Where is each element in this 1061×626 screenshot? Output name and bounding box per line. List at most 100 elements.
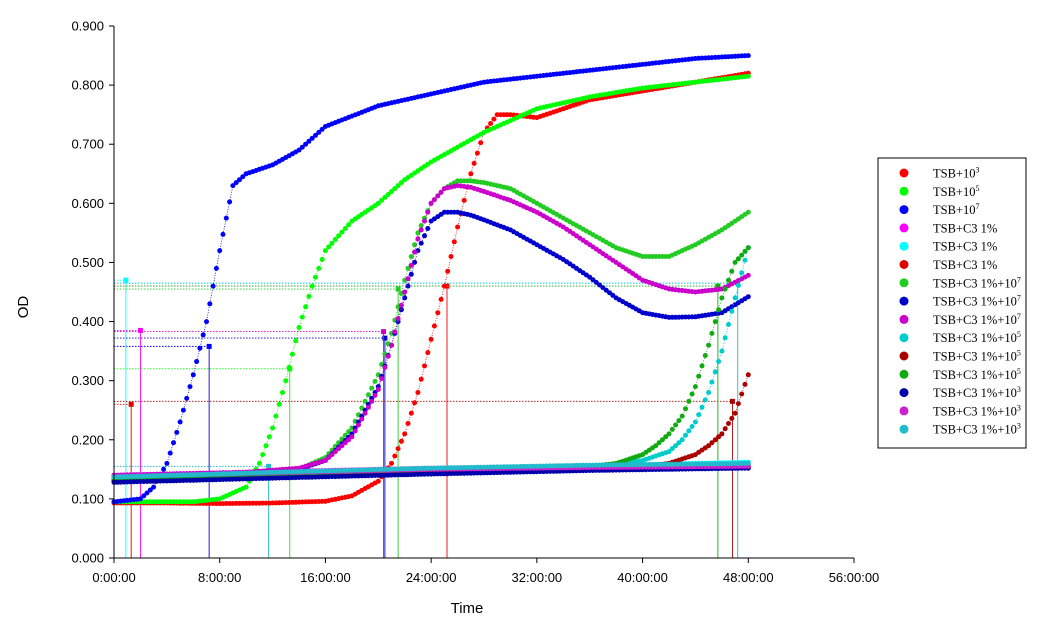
data-point (435, 310, 441, 316)
legend-label-superscript: 7 (1017, 275, 1021, 284)
data-point (719, 348, 725, 354)
data-point (451, 239, 457, 245)
x-tick-label: 40:00:00 (617, 570, 668, 585)
data-point (428, 200, 434, 206)
legend-marker (899, 406, 909, 416)
data-point (739, 391, 745, 397)
data-point (425, 226, 431, 231)
x-tick-label: 32:00:00 (512, 570, 563, 585)
data-point (187, 384, 193, 390)
data-point (745, 53, 751, 59)
data-point (739, 270, 745, 276)
y-tick-label: 0.300 (71, 373, 104, 388)
data-point (375, 200, 381, 206)
data-point (316, 265, 322, 271)
data-point (702, 353, 708, 358)
data-point (408, 262, 414, 268)
data-point (709, 379, 715, 385)
data-point (299, 144, 305, 150)
x-tick-label: 8:00:00 (198, 570, 241, 585)
data-point (227, 199, 233, 205)
data-point (293, 338, 299, 344)
threshold-marker (382, 335, 388, 341)
data-point (398, 307, 404, 313)
data-point (405, 421, 411, 426)
data-point (144, 490, 150, 496)
data-point (673, 422, 679, 428)
data-point (422, 218, 427, 224)
legend-label-superscript: 3 (1017, 422, 1021, 431)
data-point (339, 229, 345, 235)
data-point (263, 443, 269, 449)
legend-marker (899, 278, 909, 288)
data-point (418, 240, 424, 246)
legend-label-superscript: 7 (1017, 294, 1021, 303)
legend-marker (899, 223, 909, 233)
data-point (716, 359, 722, 364)
data-point (365, 404, 371, 410)
data-point (732, 259, 738, 265)
data-point (683, 406, 688, 412)
data-point (719, 295, 725, 301)
threshold-marker (123, 277, 129, 283)
data-point (326, 244, 332, 250)
data-point (369, 385, 375, 391)
x-ticks: 0:00:00 8:00:00 16:00:00 24:00:00 32:00:00 40… (92, 558, 879, 585)
x-tick-label: 48:00:00 (723, 570, 774, 585)
data-point (161, 466, 167, 472)
legend-marker (899, 388, 909, 398)
data-point (656, 440, 662, 446)
data-point (332, 237, 338, 242)
data-point (468, 171, 474, 177)
data-point (313, 274, 318, 280)
data-point (283, 378, 289, 384)
legend-marker (899, 424, 909, 434)
data-point (706, 342, 712, 348)
data-point (171, 440, 176, 446)
legend-label: TSB+C3 1% (933, 240, 997, 254)
data-point (332, 449, 338, 455)
data-point (303, 304, 309, 310)
data-point (408, 254, 414, 259)
data-point (732, 295, 738, 301)
data-point (422, 363, 427, 369)
legend-label-superscript: 7 (1017, 312, 1021, 321)
data-point (745, 73, 751, 79)
data-point (167, 450, 173, 456)
data-point (398, 302, 404, 308)
data-point (313, 132, 318, 138)
data-point (190, 372, 196, 378)
data-point (726, 277, 731, 283)
data-point (418, 376, 424, 382)
threshold-marker (381, 329, 387, 335)
series-3 (111, 53, 751, 505)
data-point (392, 453, 398, 459)
legend-label: TSB+105 (933, 184, 979, 199)
legend-label: TSB+C3 1%+105 (933, 349, 1021, 364)
data-point (230, 183, 236, 189)
data-point (151, 484, 157, 490)
y-axis-title: OD (15, 296, 32, 319)
data-point (712, 369, 718, 375)
data-point (696, 412, 702, 418)
legend-label: TSB+C3 1%+103 (933, 422, 1021, 437)
data-point (712, 437, 718, 443)
data-point (326, 455, 332, 460)
series-9 (111, 183, 751, 478)
data-point (709, 330, 715, 336)
data-point (329, 240, 335, 246)
legend-label: TSB+C3 1%+103 (933, 403, 1021, 418)
series-layer (111, 53, 751, 507)
data-point (692, 384, 698, 390)
data-point (395, 446, 401, 452)
threshold-lines (114, 277, 741, 558)
data-point (240, 174, 246, 180)
data-point (346, 222, 352, 228)
data-point (745, 460, 751, 466)
threshold-marker (137, 327, 143, 333)
series-15 (111, 460, 751, 480)
data-point (699, 404, 705, 410)
data-point (735, 401, 741, 407)
legend-label: TSB+103 (933, 166, 979, 181)
legend-label: TSB+C3 1%+107 (933, 294, 1021, 309)
